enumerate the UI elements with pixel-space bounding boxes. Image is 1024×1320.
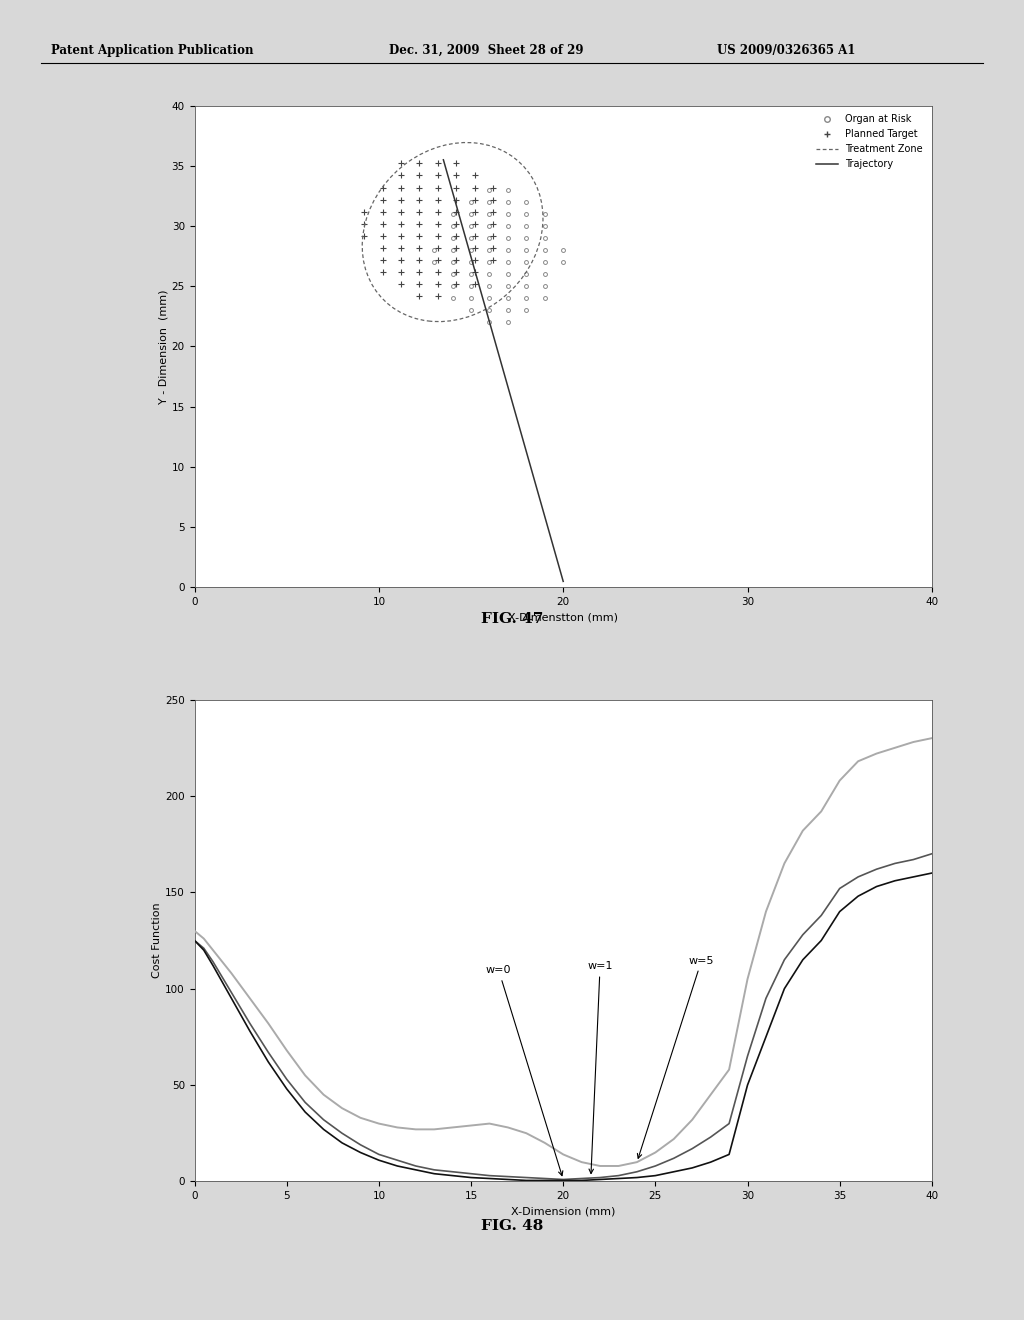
X-axis label: X-Dimension (mm): X-Dimension (mm): [511, 1206, 615, 1217]
X-axis label: X-Dimenstton (mm): X-Dimenstton (mm): [508, 612, 618, 623]
Y-axis label: Y - Dimension  (mm): Y - Dimension (mm): [159, 289, 169, 404]
Text: FIG. 47: FIG. 47: [481, 612, 543, 626]
Text: FIG. 48: FIG. 48: [481, 1220, 543, 1233]
Y-axis label: Cost Function: Cost Function: [153, 903, 163, 978]
Text: Patent Application Publication: Patent Application Publication: [51, 44, 254, 57]
Text: w=5: w=5: [637, 956, 714, 1159]
Text: US 2009/0326365 A1: US 2009/0326365 A1: [717, 44, 855, 57]
Text: w=1: w=1: [588, 961, 612, 1173]
Text: w=0: w=0: [486, 965, 563, 1176]
Text: Dec. 31, 2009  Sheet 28 of 29: Dec. 31, 2009 Sheet 28 of 29: [389, 44, 584, 57]
Legend: Organ at Risk, Planned Target, Treatment Zone, Trajectory: Organ at Risk, Planned Target, Treatment…: [812, 111, 927, 173]
